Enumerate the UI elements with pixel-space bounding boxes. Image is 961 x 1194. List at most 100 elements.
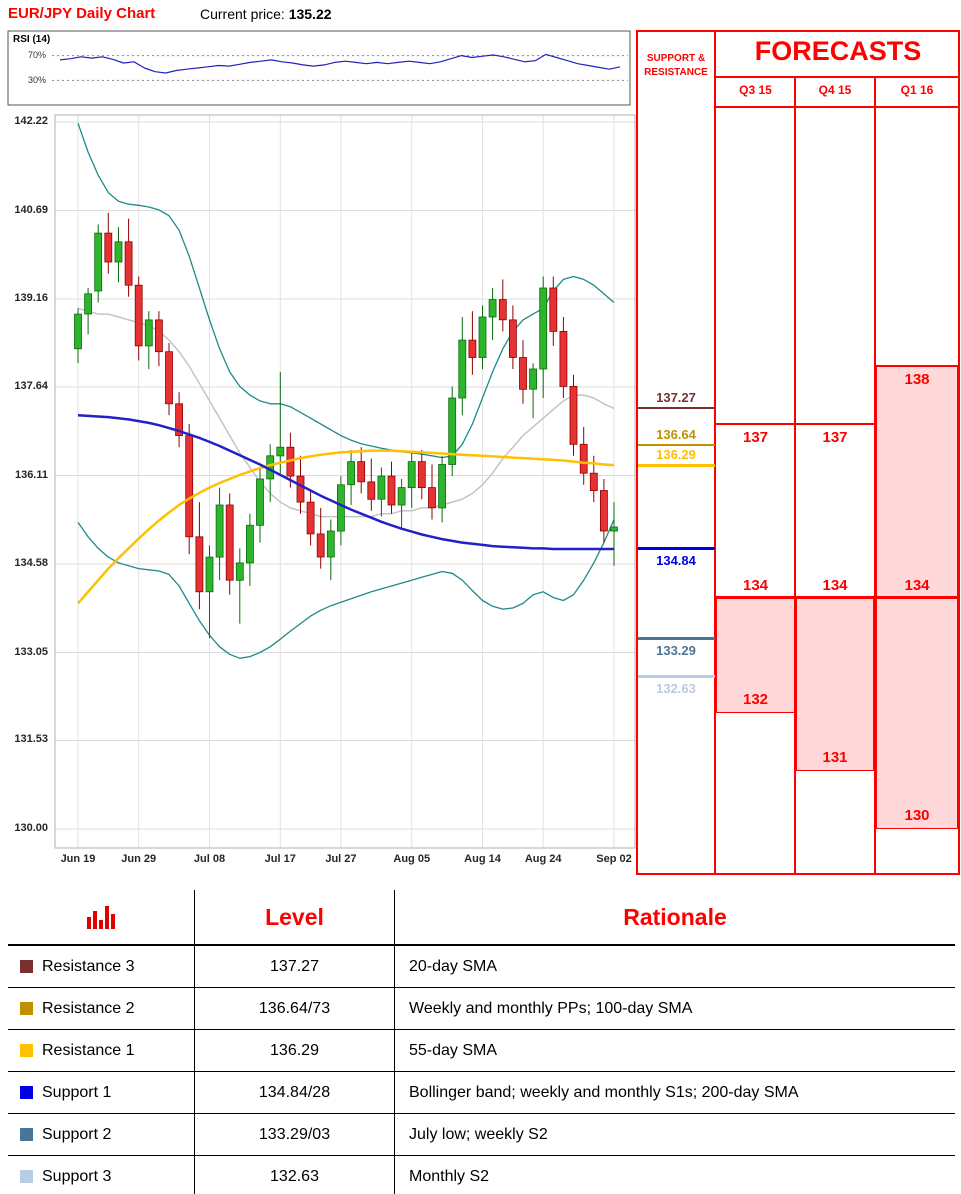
rsi-line bbox=[59, 53, 621, 74]
candle-body bbox=[195, 536, 204, 593]
sr-level-label: 136.29 bbox=[656, 447, 696, 463]
sr-level-label: 133.29 bbox=[656, 642, 696, 658]
sr-column-header: SUPPORT & RESISTANCE bbox=[637, 52, 715, 80]
level-rationale: Weekly and monthly PPs; 100-day SMA bbox=[409, 999, 693, 1017]
candle-body bbox=[336, 484, 345, 532]
bar-chart-icon bbox=[87, 906, 115, 929]
forecasts-title-underline bbox=[715, 76, 960, 78]
x-axis-label: Jul 17 bbox=[264, 853, 296, 865]
page-title: EUR/JPY Daily Chart bbox=[8, 5, 156, 22]
sr-header-line1: SUPPORT & bbox=[646, 53, 706, 64]
level-value: 136.29 bbox=[195, 1030, 395, 1071]
level-value: 136.64/73 bbox=[195, 988, 395, 1029]
level-rationale: 55-day SMA bbox=[409, 1041, 498, 1059]
level-color-swatch bbox=[20, 1086, 33, 1099]
plot-border bbox=[54, 114, 636, 849]
candle-body bbox=[316, 533, 325, 558]
candle-body bbox=[347, 461, 356, 486]
candle-body bbox=[438, 464, 447, 509]
forecast-quarter-header: Q1 16 bbox=[900, 83, 934, 97]
candle-body bbox=[478, 316, 487, 358]
candle-body bbox=[144, 319, 153, 347]
candle-body bbox=[276, 446, 285, 457]
sr-level-label: 136.64 bbox=[656, 426, 696, 442]
candle-body bbox=[508, 319, 517, 358]
forecasts-title: FORECASTS bbox=[754, 36, 922, 66]
candle-body bbox=[74, 313, 82, 350]
level-color-swatch bbox=[20, 1170, 33, 1183]
candle-body bbox=[529, 368, 537, 390]
sr-header-line2: RESISTANCE bbox=[644, 67, 708, 78]
current-price: Current price: 135.22 bbox=[200, 6, 332, 22]
candle-body bbox=[225, 504, 234, 581]
y-axis-label: 140.69 bbox=[14, 203, 48, 216]
forecast-target-label: 131 bbox=[822, 749, 848, 767]
candle-body bbox=[600, 490, 608, 532]
candle-body bbox=[124, 241, 133, 286]
y-axis-label: 139.16 bbox=[14, 292, 48, 305]
sr-level-label: 132.63 bbox=[656, 680, 696, 696]
forecast-key-label: 134 bbox=[742, 576, 769, 594]
current-price-label: Current price: bbox=[200, 6, 285, 22]
candle-body bbox=[296, 475, 305, 503]
forecast-key-label: 134 bbox=[822, 576, 848, 594]
forecast-key-label: 134 bbox=[904, 576, 930, 594]
candle-body bbox=[377, 475, 386, 500]
y-axis-label: 134.58 bbox=[14, 557, 48, 570]
table-row: Resistance 1 136.29 55-day SMA bbox=[8, 1030, 955, 1072]
level-color-swatch bbox=[20, 1002, 33, 1015]
y-axis-label: 133.05 bbox=[14, 645, 48, 658]
panel-border-left bbox=[636, 30, 638, 875]
candle-body bbox=[134, 284, 143, 347]
sma20-line bbox=[77, 307, 615, 518]
x-axis-label: Jun 19 bbox=[60, 853, 96, 865]
table-row: Support 2 133.29/03 July low; weekly S2 bbox=[8, 1114, 955, 1156]
level-color-swatch bbox=[20, 1128, 33, 1141]
forecast-resistance-line bbox=[876, 365, 958, 368]
levels-table-header-row: Level Rationale bbox=[8, 890, 955, 946]
sma55-line bbox=[77, 449, 615, 605]
level-name-cell: Support 3 bbox=[8, 1156, 195, 1194]
table-row: Resistance 3 137.27 20-day SMA bbox=[8, 946, 955, 988]
candle-body bbox=[185, 435, 194, 538]
y-axis-label: 136.11 bbox=[14, 468, 48, 481]
candle-body bbox=[589, 472, 598, 492]
level-rationale: July low; weekly S2 bbox=[409, 1125, 548, 1143]
level-column-header: Level bbox=[195, 890, 395, 944]
level-value: 134.84/28 bbox=[195, 1072, 395, 1113]
level-name: Support 2 bbox=[42, 1125, 112, 1143]
candle-body bbox=[468, 339, 477, 358]
x-axis-label: Jul 08 bbox=[193, 853, 226, 865]
levels-table-body: Resistance 3 137.27 20-day SMA Resistance 2… bbox=[8, 946, 955, 1194]
level-name: Support 1 bbox=[42, 1083, 112, 1101]
sma200-line bbox=[77, 414, 614, 551]
level-name: Resistance 3 bbox=[42, 957, 135, 975]
candle-body bbox=[397, 487, 406, 506]
candle-body bbox=[498, 299, 507, 321]
candle-body bbox=[579, 443, 588, 474]
forecast-resistance-line bbox=[716, 423, 795, 425]
candle-body bbox=[539, 287, 548, 370]
forecast-resistance-label: 137 bbox=[822, 429, 848, 446]
forecast-resistance-label: 138 bbox=[904, 371, 930, 389]
bollinger-lower-line bbox=[77, 519, 615, 659]
forecast-target-label: 130 bbox=[904, 807, 930, 824]
levels-table: Level Rationale Resistance 3 137.27 20-day… bbox=[8, 890, 955, 1194]
candle-body bbox=[488, 299, 497, 318]
sr-level-line bbox=[638, 547, 715, 551]
candle-body bbox=[205, 556, 214, 593]
forecast-range-box bbox=[796, 597, 874, 772]
sr-level-label: 137.27 bbox=[656, 390, 696, 406]
level-value: 132.63 bbox=[195, 1156, 395, 1194]
x-axis-label: Aug 05 bbox=[393, 853, 431, 865]
candle-body bbox=[549, 287, 558, 332]
level-rationale: 20-day SMA bbox=[409, 957, 498, 975]
level-name: Resistance 1 bbox=[42, 1041, 135, 1059]
bollinger-upper-line bbox=[77, 122, 615, 459]
level-color-swatch bbox=[20, 960, 33, 973]
level-name: Support 3 bbox=[42, 1167, 112, 1185]
candle-body bbox=[610, 526, 618, 532]
level-name-cell: Resistance 2 bbox=[8, 988, 195, 1029]
table-row: Support 1 134.84/28 Bollinger band; weekly… bbox=[8, 1072, 955, 1114]
rsi-upper-guide-label: 70% bbox=[28, 50, 47, 60]
